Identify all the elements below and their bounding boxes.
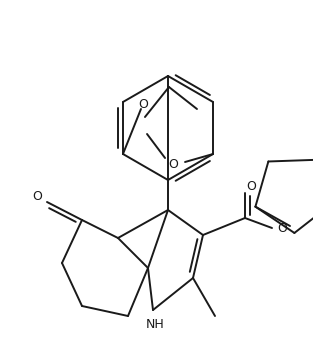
Text: O: O	[138, 99, 148, 112]
Text: O: O	[168, 157, 178, 170]
Text: O: O	[246, 181, 256, 194]
Text: NH: NH	[146, 318, 164, 331]
Text: O: O	[32, 190, 42, 203]
Text: O: O	[277, 221, 287, 234]
